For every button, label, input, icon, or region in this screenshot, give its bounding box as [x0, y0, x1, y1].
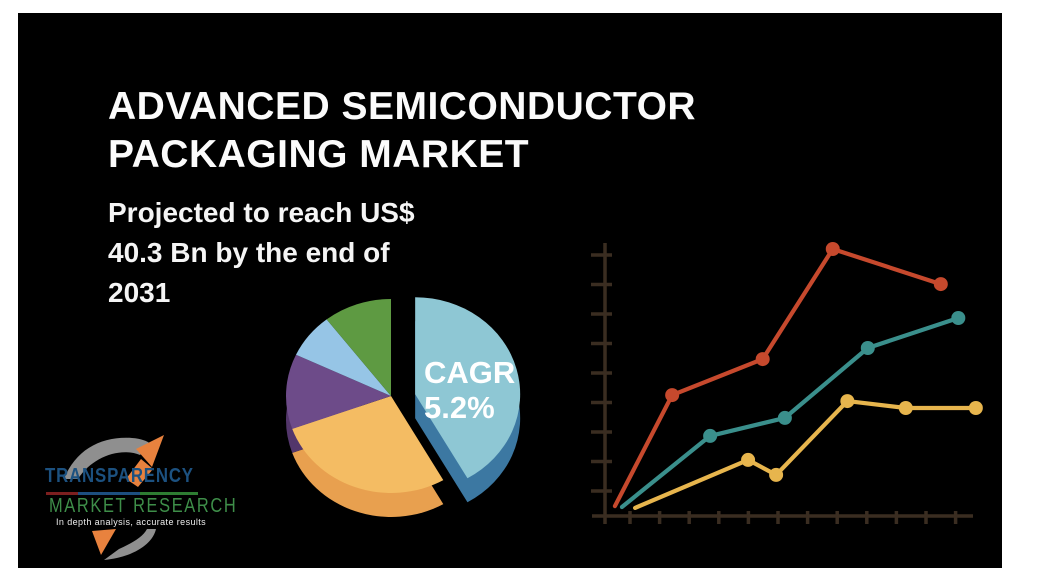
point-teal	[951, 311, 966, 325]
point-yellow	[968, 401, 983, 415]
line-series-yellow	[632, 399, 978, 510]
logo-name-market-research: MARKET RESEARCH	[49, 495, 238, 517]
logo-bottom-graphic	[92, 529, 156, 560]
black-panel: ADVANCED SEMICONDUCTOR PACKAGING MARKET …	[18, 13, 1002, 568]
logo-divider-green	[140, 492, 198, 495]
point-yellow	[741, 452, 756, 467]
point-teal	[703, 428, 718, 443]
page-subtitle: Projected to reach US$ 40.3 Bn by the en…	[108, 193, 468, 313]
logo-divider	[46, 492, 198, 495]
pie-slice-green	[326, 299, 391, 396]
page-title: ADVANCED SEMICONDUCTOR PACKAGING MARKET	[108, 83, 748, 179]
logo-tagline: In depth analysis, accurate results	[56, 517, 207, 527]
logo-arrow-icon	[136, 435, 164, 467]
page-title-line2: PACKAGING MARKET	[108, 133, 530, 176]
logo-divider-red	[46, 492, 78, 495]
line-series-red	[612, 246, 943, 509]
pie-slice-purple	[286, 354, 391, 429]
pie-cagr-label-line1: CAGR	[424, 355, 515, 390]
logo-name-transparency: TRANSPARENCY	[45, 465, 194, 487]
point-red	[755, 352, 770, 367]
logo: TRANSPARENCY MARKET RESEARCH In depth an…	[40, 405, 236, 581]
point-yellow	[898, 401, 913, 415]
logo-triangle-icon	[92, 529, 116, 555]
point-red	[665, 388, 680, 403]
logo-swoosh-bottom-icon	[104, 529, 156, 560]
point-yellow	[840, 394, 855, 409]
pie-slice-orange	[292, 396, 444, 493]
page-subtitle-line3: 2031	[108, 277, 171, 308]
point-yellow	[769, 467, 784, 482]
line-chart	[591, 242, 983, 524]
point-red	[825, 242, 840, 256]
point-teal	[860, 341, 875, 355]
pie-slice-highlight-blue	[415, 297, 521, 479]
logo-divider-blue	[77, 492, 141, 495]
page-title-line1: ADVANCED SEMICONDUCTOR	[108, 85, 697, 128]
page-subtitle-line2: 40.3 Bn by the end of	[108, 237, 390, 268]
logo-top-graphic	[64, 435, 164, 487]
page-subtitle-line1: Projected to reach US$	[108, 197, 415, 228]
logo-arrow-shaft	[126, 459, 153, 487]
point-red	[933, 277, 948, 292]
pie-cagr-label-line2: 5.2%	[424, 390, 495, 425]
logo-swoosh-top-icon	[64, 437, 151, 479]
pie-slice-light-blue	[295, 319, 391, 396]
point-teal	[777, 410, 792, 425]
